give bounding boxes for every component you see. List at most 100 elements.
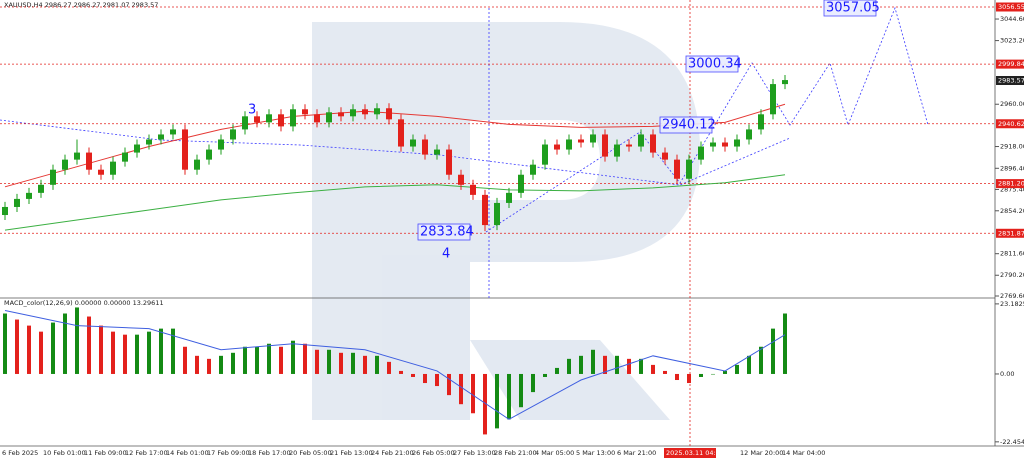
macd-bar (387, 361, 391, 374)
x-tick-label: 10 Feb 01:00 (43, 449, 86, 457)
candle-body (734, 139, 740, 147)
macd-bar (615, 355, 619, 374)
candle-body (686, 159, 692, 179)
y-tick-label: -22.45457 (1000, 438, 1024, 446)
candle-body (50, 169, 56, 185)
candle-body (302, 109, 308, 115)
indicator-title: MACD_color(12,26,9) 0.00000 0.00000 13.2… (4, 299, 164, 307)
macd-bar (195, 355, 199, 374)
macd-bar (699, 373, 703, 377)
candle-body (278, 114, 284, 127)
x-tick-label: 20 Feb 05:00 (289, 449, 332, 457)
y-tick-label: 2811.60 (1000, 250, 1024, 258)
macd-bar (375, 355, 379, 374)
annotation: 3000.34 (688, 57, 742, 72)
macd-bar (759, 346, 763, 374)
macd-bar (171, 328, 175, 374)
macd-bar (99, 325, 103, 374)
candle-body (566, 139, 572, 150)
macd-bar (63, 313, 67, 374)
candle-body (662, 152, 668, 160)
x-tick-label: 21 Feb 13:00 (330, 449, 373, 457)
candle-body (506, 192, 512, 203)
macd-bar (591, 349, 595, 374)
candle-body (758, 114, 764, 130)
macd-bar (543, 373, 547, 377)
macd-bar (675, 373, 679, 381)
level-label: 2831.87 (998, 229, 1024, 237)
candle-body (782, 80, 788, 85)
x-tick-label: 12 Mar 20:00 (740, 449, 783, 457)
x-tick-label: 18 Feb 17:00 (248, 449, 291, 457)
candle-body (722, 142, 728, 147)
candle-body (410, 139, 416, 147)
candle-body (590, 134, 596, 143)
candle-body (374, 108, 380, 115)
moving-average (4, 174, 786, 231)
candle-body (434, 149, 440, 155)
annotation: 2833.84 (420, 225, 474, 240)
macd-bar (555, 367, 559, 374)
annotation-box (685, 55, 739, 73)
candle-body (518, 174, 524, 193)
macd-bar (627, 358, 631, 374)
annotation: 3057.05 (826, 1, 880, 16)
candle-body (2, 206, 8, 216)
macd-bar (687, 373, 691, 384)
x-tick-label: 14 Feb 01:00 (166, 449, 209, 457)
macd-bar (519, 373, 523, 408)
candle-body (218, 139, 224, 150)
candle-body (698, 146, 704, 160)
x-tick-label: 28 Feb 21:00 (494, 449, 537, 457)
macd-bar (291, 340, 295, 374)
macd-bar (27, 325, 31, 374)
level-label: 3056.55 (998, 3, 1024, 11)
candle-body (554, 144, 560, 150)
crosshair-tag (664, 448, 716, 458)
candle-body (350, 109, 356, 117)
level-tag (996, 119, 1024, 129)
x-tick-label: 6 Mar 21:00 (617, 449, 656, 457)
level-tag (996, 59, 1024, 69)
macd-bar (207, 358, 211, 374)
y-tick-label: 2854.20 (1000, 207, 1024, 215)
candle-body (338, 112, 344, 117)
candle-body (206, 149, 212, 160)
macd-bar (783, 313, 787, 374)
level-label: 2940.62 (998, 120, 1024, 128)
candle-body (122, 152, 128, 162)
candle-body (14, 198, 20, 207)
candle-body (134, 144, 140, 153)
macd-bar (603, 355, 607, 374)
candle-body (326, 112, 332, 123)
candle-body (398, 119, 404, 147)
level-label: 2881.20 (998, 180, 1024, 188)
candle-body (614, 144, 620, 157)
candle-body (638, 134, 644, 147)
macd-bar (219, 355, 223, 374)
y-tick-label: 2896.40 (1000, 164, 1024, 172)
candle-body (746, 129, 752, 140)
candle-body (26, 192, 32, 199)
candle-body (458, 174, 464, 185)
candle-body (62, 159, 68, 170)
candle-body (650, 134, 656, 153)
candle-body (578, 139, 584, 143)
y-tick-label: 2769.60 (1000, 292, 1024, 300)
y-tick-label: 2875.40 (1000, 185, 1024, 193)
macd-bar (723, 370, 727, 374)
annotation-box (417, 223, 471, 241)
annotation-box (823, 0, 877, 17)
candle-body (74, 152, 80, 160)
candle-body (254, 116, 260, 123)
macd-bar (483, 373, 487, 435)
candle-body (602, 134, 608, 157)
candle-body (86, 152, 92, 170)
macd-bar (267, 343, 271, 374)
macd-bar (363, 355, 367, 374)
candle-body (290, 109, 296, 127)
crosshair-label: 2025.03.11 04:00 (666, 449, 724, 457)
signal-line (4, 309, 786, 420)
candle-body (242, 116, 248, 130)
price-tag (996, 75, 1024, 85)
